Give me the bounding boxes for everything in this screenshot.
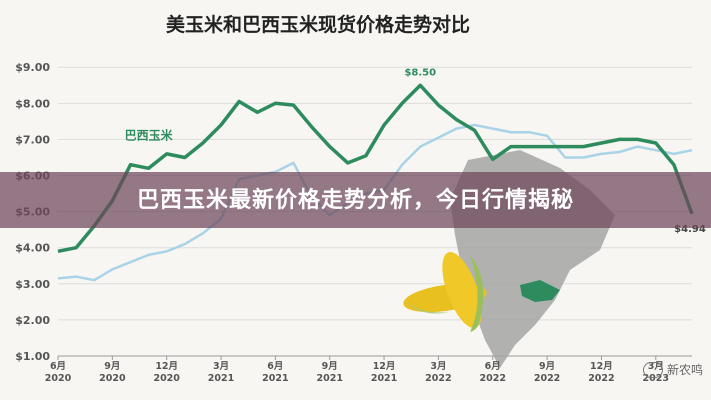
x-tick-year: 2022 bbox=[480, 373, 506, 384]
x-tick-month: 12月 bbox=[590, 361, 613, 372]
x-tick-year: 2021 bbox=[262, 373, 288, 384]
x-tick-month: 9月 bbox=[322, 361, 338, 372]
x-tick-year: 2020 bbox=[153, 373, 180, 384]
y-tick-label: $7.00 bbox=[15, 133, 50, 146]
series-label-brazil: 巴西玉米 bbox=[125, 127, 174, 142]
x-tick-month: 3月 bbox=[430, 361, 446, 372]
x-tick-month: 6月 bbox=[267, 361, 283, 372]
x-tick-month: 6月 bbox=[485, 361, 501, 372]
x-tick-month: 6月 bbox=[50, 361, 66, 372]
x-tick-month: 9月 bbox=[539, 361, 555, 372]
x-tick-year: 2020 bbox=[45, 373, 72, 384]
y-tick-label: $1.00 bbox=[15, 350, 50, 363]
x-axis-ticks: 6月20209月202012月20203月20216月20219月202112月… bbox=[45, 361, 669, 384]
x-tick-month: 9月 bbox=[104, 361, 120, 372]
headline-text: 巴西玉米最新价格走势分析，今日行情揭秘 bbox=[136, 188, 574, 213]
x-tick-year: 2022 bbox=[588, 373, 614, 384]
x-tick-year: 2020 bbox=[99, 373, 126, 384]
data-labels: 巴西玉米 $8.50 $4.94 bbox=[125, 67, 706, 235]
x-tick-month: 3月 bbox=[213, 361, 229, 372]
brazil-corn-line bbox=[57, 83, 694, 254]
x-tick-month: 12月 bbox=[373, 361, 396, 372]
y-tick-label: $9.00 bbox=[15, 61, 50, 74]
x-tick-month: 12月 bbox=[155, 361, 178, 372]
watermark-text: 新农鸣 bbox=[666, 363, 703, 377]
x-tick-year: 2022 bbox=[425, 373, 451, 384]
x-tick-year: 2021 bbox=[316, 373, 342, 384]
headline-banner: 巴西玉米最新价格走势分析，今日行情揭秘 bbox=[0, 172, 711, 228]
wechat-icon bbox=[642, 361, 663, 378]
corn-cobs-image bbox=[403, 252, 487, 332]
y-tick-label: $4.00 bbox=[15, 242, 50, 255]
x-tick-year: 2021 bbox=[208, 373, 234, 384]
x-tick-year: 2022 bbox=[534, 373, 560, 384]
watermark: 新农鸣 bbox=[642, 361, 703, 378]
data-label: $8.50 bbox=[404, 67, 436, 78]
chart-title: 美玉米和巴西玉米现货价格走势对比 bbox=[166, 13, 470, 36]
y-tick-label: $3.00 bbox=[15, 278, 50, 291]
y-tick-label: $2.00 bbox=[15, 314, 50, 327]
y-tick-label: $8.00 bbox=[15, 97, 50, 110]
data-label: $4.94 bbox=[674, 224, 706, 235]
x-tick-year: 2023 bbox=[643, 373, 669, 384]
x-tick-year: 2021 bbox=[371, 373, 397, 384]
